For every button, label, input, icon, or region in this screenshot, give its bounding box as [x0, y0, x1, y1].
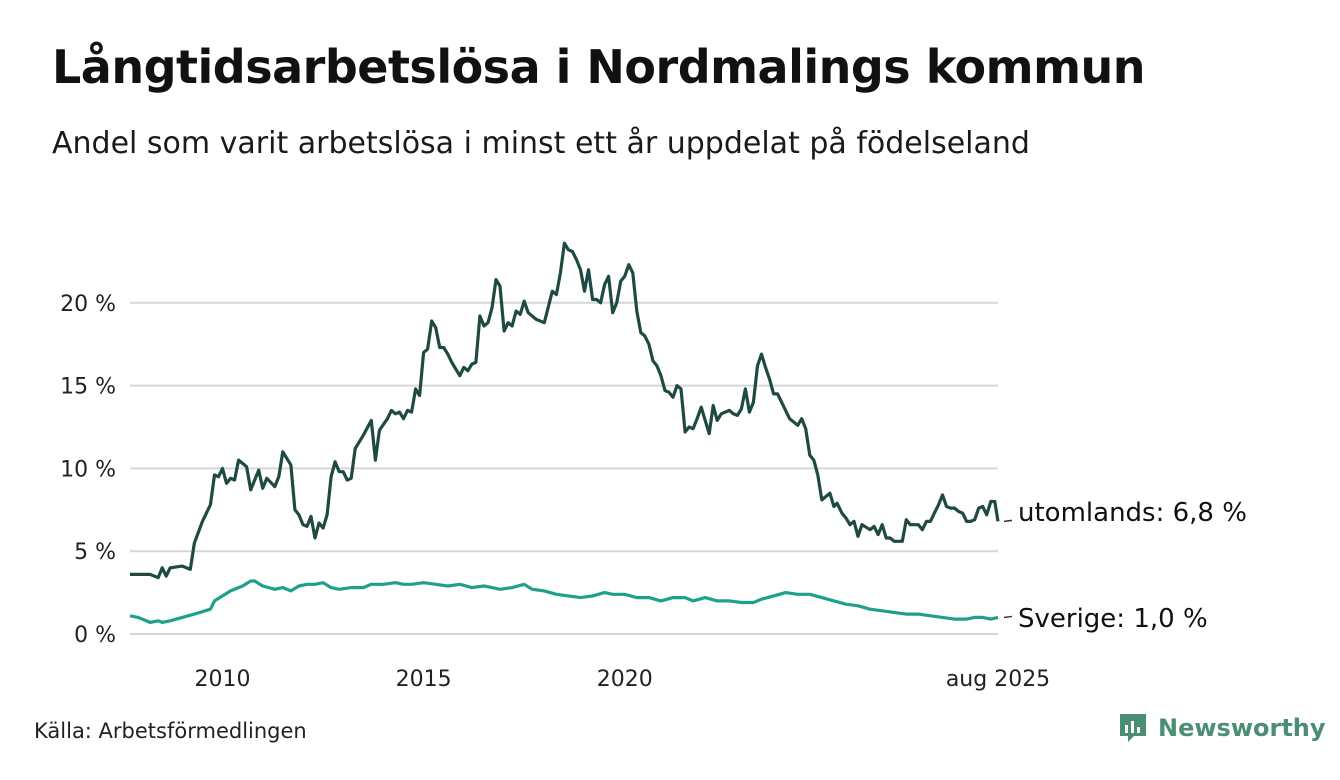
series-lines: [129, 241, 1000, 624]
y-tick-label: 15 %: [60, 375, 116, 400]
y-tick-label: 5 %: [74, 540, 116, 565]
y-tick-label: 10 %: [60, 457, 116, 482]
y-tick-label: 20 %: [60, 292, 116, 317]
x-tick-label: 2020: [597, 667, 653, 692]
x-tick-label: aug 2025: [946, 667, 1050, 692]
label-connector: [1003, 615, 1013, 619]
series-end-label: utomlands: 6,8 %: [1018, 498, 1247, 528]
x-tick-label: 2015: [396, 667, 452, 692]
source-note: Källa: Arbetsförmedlingen: [34, 719, 307, 743]
x-axis-ticks: 2010 2015 2020 aug 2025: [195, 667, 1051, 692]
gridlines: [130, 301, 998, 635]
x-tick-label: 2010: [195, 667, 251, 692]
series-end-labels: utomlands: 6,8 % Sverige: 1,0 %: [1003, 498, 1247, 634]
y-axis-ticks: 0 % 5 % 10 % 15 % 20 %: [60, 292, 116, 648]
chart-title: Långtidsarbetslösa i Nordmalings kommun: [52, 40, 1146, 94]
series-line-utomlands: [130, 241, 1000, 580]
chart-subtitle: Andel som varit arbetslösa i minst ett å…: [52, 126, 1030, 161]
label-connector: [1003, 519, 1013, 523]
series-line-sverige: [129, 579, 999, 624]
y-tick-label: 0 %: [74, 623, 116, 648]
brand-name: Newsworthy: [1158, 714, 1326, 742]
brand[interactable]: Newsworthy: [1118, 712, 1326, 744]
newsworthy-logo-icon: [1120, 714, 1146, 742]
series-end-label: Sverige: 1,0 %: [1018, 604, 1208, 634]
